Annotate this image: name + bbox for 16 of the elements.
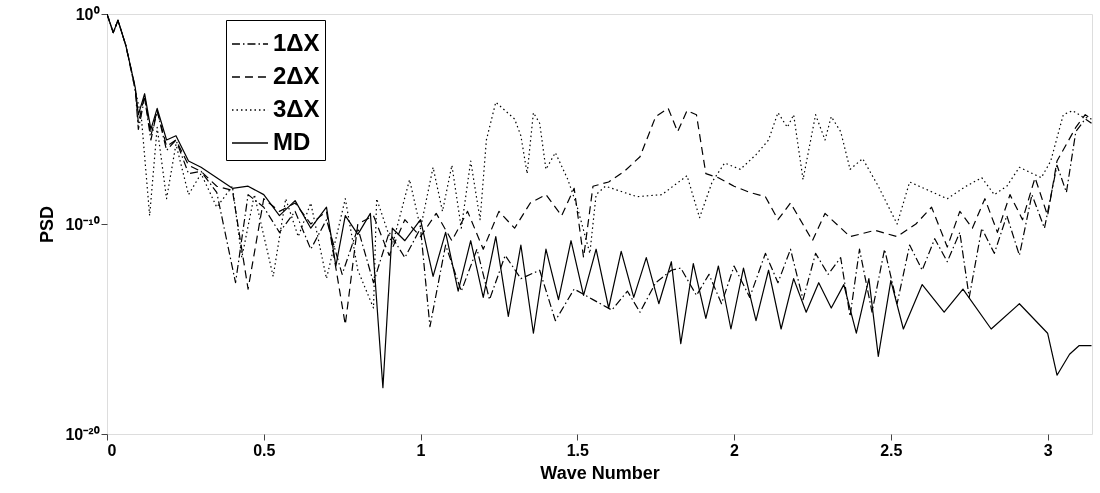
- y-tick-label: 10⁻¹⁰: [65, 215, 100, 233]
- x-tick-label: 2: [730, 441, 740, 459]
- legend-label: 3ΔX: [273, 95, 320, 122]
- legend-label: 2ΔX: [273, 62, 320, 89]
- x-tick-label: 1: [416, 441, 426, 459]
- y-tick-label: 10⁰: [75, 5, 100, 23]
- x-tick-label: 0.5: [253, 441, 276, 459]
- y-tick-label: 10⁻²⁰: [65, 425, 100, 443]
- x-tick-label: 3: [1043, 441, 1053, 459]
- x-axis-title: Wave Number: [540, 462, 660, 483]
- x-tick-label: 2.5: [880, 441, 903, 459]
- x-tick-label: 1.5: [566, 441, 590, 459]
- legend-label: 1ΔX: [273, 29, 320, 56]
- legend-label: MD: [273, 128, 311, 155]
- y-axis-title: PSD: [37, 205, 58, 244]
- x-tick-label: 0: [107, 441, 117, 459]
